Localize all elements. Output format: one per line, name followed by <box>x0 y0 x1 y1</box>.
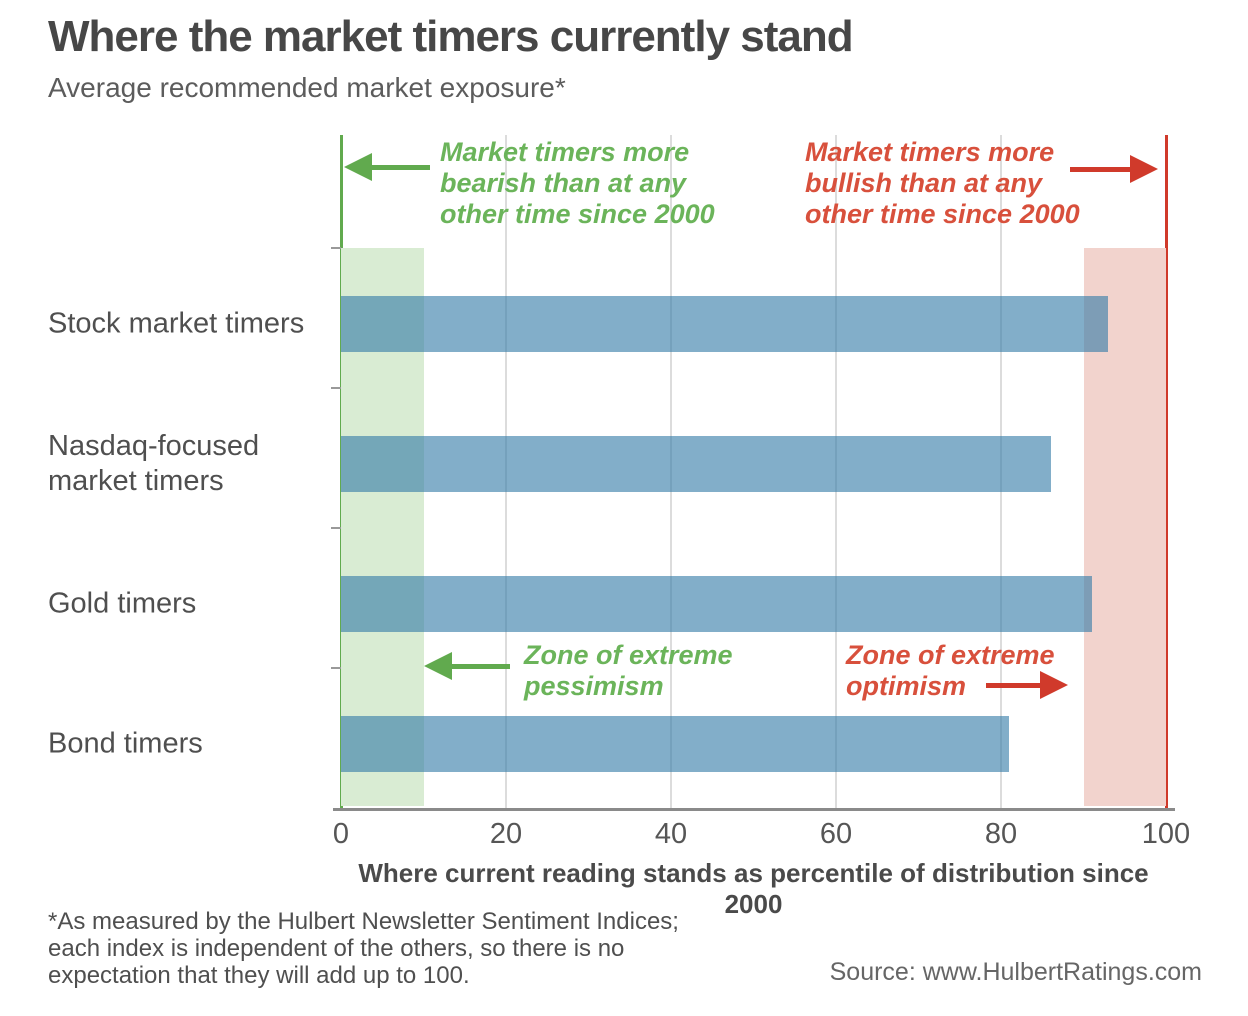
annotation-pessimism-zone: Zone of extreme pessimism <box>524 640 733 701</box>
y-axis-tick <box>331 247 341 249</box>
row-bond-timers <box>341 668 1166 808</box>
bearish-arrow-left-icon <box>344 153 430 181</box>
category-label-nasdaq: Nasdaq-focused market timers <box>48 430 260 497</box>
bullish-arrow-right-icon <box>1070 155 1158 183</box>
x-tick-80: 80 <box>984 818 1018 850</box>
x-tick-40: 40 <box>654 818 688 850</box>
bar-stock-market-timers <box>341 296 1109 352</box>
annotation-bullish-extreme: Market timers more bullish than at any o… <box>805 137 1080 229</box>
x-axis-title: Where current reading stands as percenti… <box>358 858 1149 919</box>
y-axis-tick <box>331 667 341 669</box>
row-gold-timers <box>341 528 1166 668</box>
row-stock-market-timers <box>341 248 1166 388</box>
x-tick-100: 100 <box>1141 818 1191 850</box>
x-tick-0: 0 <box>332 818 350 850</box>
bar-gold-timers <box>341 576 1092 632</box>
x-tick-20: 20 <box>489 818 523 850</box>
x-tick-60: 60 <box>819 818 853 850</box>
chart-title: Where the market timers currently stand <box>48 12 854 61</box>
category-label-bond: Bond timers <box>48 727 203 760</box>
pessimism-arrow-left-icon <box>424 652 510 680</box>
annotation-optimism-zone: Zone of extreme optimism <box>846 640 1055 701</box>
bar-bond-timers <box>341 716 1010 772</box>
row-nasdaq-market-timers <box>341 388 1166 528</box>
x-axis-tick-labels: 0 20 40 60 80 100 <box>333 818 1190 852</box>
y-axis-tick <box>331 527 341 529</box>
chart-subtitle: Average recommended market exposure* <box>48 72 566 103</box>
category-label-stock: Stock market timers <box>48 307 305 340</box>
footnote: *As measured by the Hulbert Newsletter S… <box>48 908 679 989</box>
bullish-extreme-line <box>1165 135 1168 810</box>
y-axis-tick <box>331 387 341 389</box>
bar-nasdaq-market-timers <box>341 436 1051 492</box>
category-label-gold: Gold timers <box>48 587 197 620</box>
x-axis-line <box>333 808 1175 811</box>
annotation-bearish-extreme: Market timers more bearish than at any o… <box>440 137 715 229</box>
plot-area <box>341 248 1166 810</box>
optimism-arrow-right-icon <box>986 671 1068 699</box>
source-credit: Source: www.HulbertRatings.com <box>829 958 1202 986</box>
